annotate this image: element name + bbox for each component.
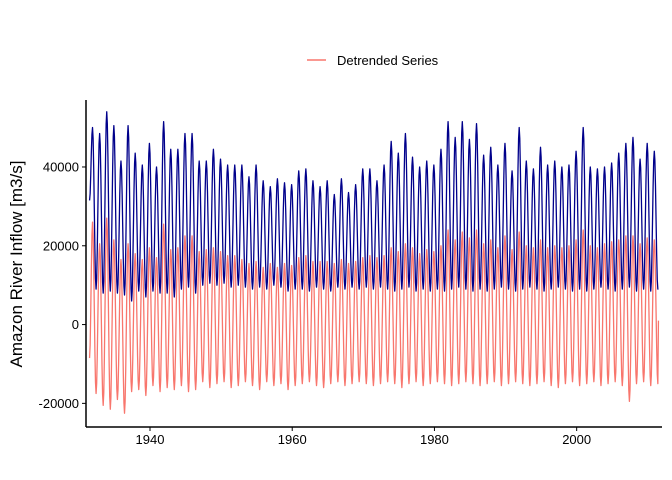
y-tick-label: -20000: [39, 396, 79, 411]
legend: Detrended Series: [307, 53, 439, 68]
series-line-detrended: [88, 217, 660, 414]
x-tick-label: 2000: [562, 432, 591, 447]
legend-label-detrended-series: Detrended Series: [337, 53, 439, 68]
ticks: 1940 1960 1980 2000 -20000 0 20000 40000: [39, 159, 592, 447]
x-tick-label: 1960: [278, 432, 307, 447]
series-line-inflow: [88, 111, 659, 302]
axes: [85, 100, 662, 428]
y-tick-label: 0: [72, 317, 79, 332]
y-axis-title: Amazon River Inflow [m3/s]: [7, 161, 26, 368]
y-tick-label: 20000: [43, 238, 79, 253]
y-tick-label: 40000: [43, 159, 79, 174]
x-tick-label: 1940: [136, 432, 165, 447]
x-tick-label: 1980: [420, 432, 449, 447]
series-layer: [88, 111, 660, 414]
